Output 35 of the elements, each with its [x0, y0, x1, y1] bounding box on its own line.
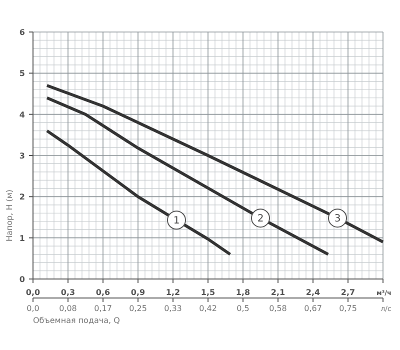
y-tick-label: 0 [19, 275, 26, 284]
x2-tick-label: 0,17 [94, 304, 112, 313]
y-tick-label: 6 [19, 28, 26, 37]
y-tick-label: 4 [19, 110, 26, 120]
x-tick-label: 1,2 [166, 288, 180, 297]
series-label: 1 [173, 216, 180, 227]
x2-tick-label: 0,08 [59, 304, 77, 313]
x-tick-label: 0,6 [96, 288, 111, 297]
y-tick-label: 2 [19, 192, 25, 202]
x2-tick-label: 0,67 [304, 304, 322, 313]
series-label: 2 [257, 214, 264, 225]
y-tick-label: 5 [19, 69, 26, 78]
x2-tick-label: 0,42 [199, 304, 217, 313]
line-series [46, 129, 232, 256]
line-series [46, 84, 384, 244]
x-tick-label: 2,1 [270, 288, 286, 297]
x-tick-label: 1,8 [236, 288, 251, 297]
x2-tick-label: 0,75 [339, 304, 357, 313]
series-label: 3 [334, 214, 341, 225]
x2-tick-label: 0,58 [269, 304, 287, 313]
y-axis-title: Напор, H (м) [5, 189, 14, 242]
text: Объемная подача, Q [33, 316, 120, 325]
x2-tick-label: 0,0 [26, 304, 40, 313]
x-tick-label: 0,3 [60, 288, 76, 297]
x2-tick-label: 0,33 [164, 304, 182, 313]
x-tick-label: 0,9 [130, 288, 146, 297]
x-tick-label: 0,0 [26, 288, 41, 297]
y-tick-label: 3 [19, 152, 25, 160]
x-tick-label: 2,7 [340, 288, 356, 297]
y-tick-label: 1 [19, 234, 26, 243]
x-tick-label: 1,5 [200, 288, 216, 297]
x2-tick-label: 0,5 [236, 304, 250, 313]
x2-tick-label: 0,25 [129, 304, 147, 313]
line-series [46, 96, 330, 256]
x-tick-label: 2,4 [306, 288, 321, 297]
